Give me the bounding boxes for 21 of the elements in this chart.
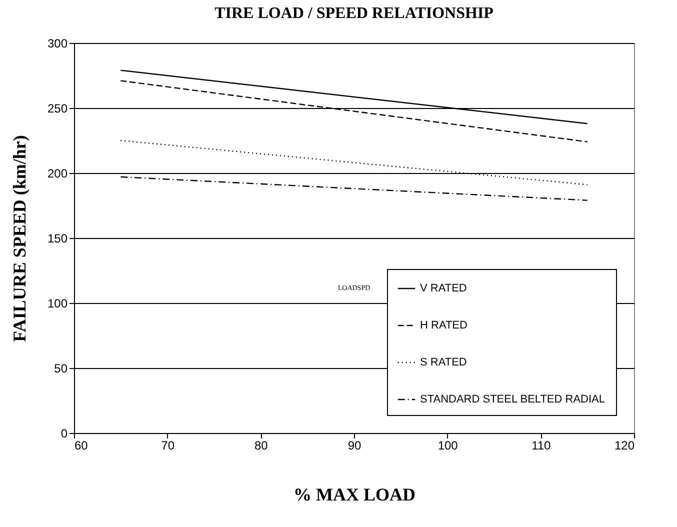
- x-tick-label: 80: [254, 438, 268, 452]
- x-tick-label: 60: [74, 438, 88, 452]
- x-tick-label: 90: [348, 438, 362, 452]
- y-tick-label: 50: [54, 362, 68, 376]
- x-tick-label: 120: [614, 438, 635, 452]
- x-tick-label: 110: [532, 438, 552, 452]
- legend-label: V RATED: [420, 282, 467, 294]
- x-tick-label: 70: [161, 438, 175, 452]
- y-tick-label: 250: [47, 102, 68, 116]
- y-tick-label: 300: [47, 36, 68, 50]
- x-tick-label: 100: [438, 438, 458, 452]
- x-axis-title: % MAX LOAD: [294, 484, 416, 504]
- legend-label: H RATED: [420, 320, 468, 332]
- legend-label: STANDARD STEEL BELTED RADIAL: [420, 394, 606, 406]
- y-tick-label: 100: [47, 296, 68, 310]
- y-tick-label: 200: [47, 166, 68, 180]
- y-axis-title: FAILURE SPEED (km/hr): [9, 135, 30, 342]
- chart-title: TIRE LOAD / SPEED RELATIONSHIP: [214, 5, 494, 22]
- y-tick-label: 150: [47, 232, 68, 246]
- y-tick-label: 0: [60, 426, 68, 440]
- legend-label: S RATED: [420, 356, 467, 368]
